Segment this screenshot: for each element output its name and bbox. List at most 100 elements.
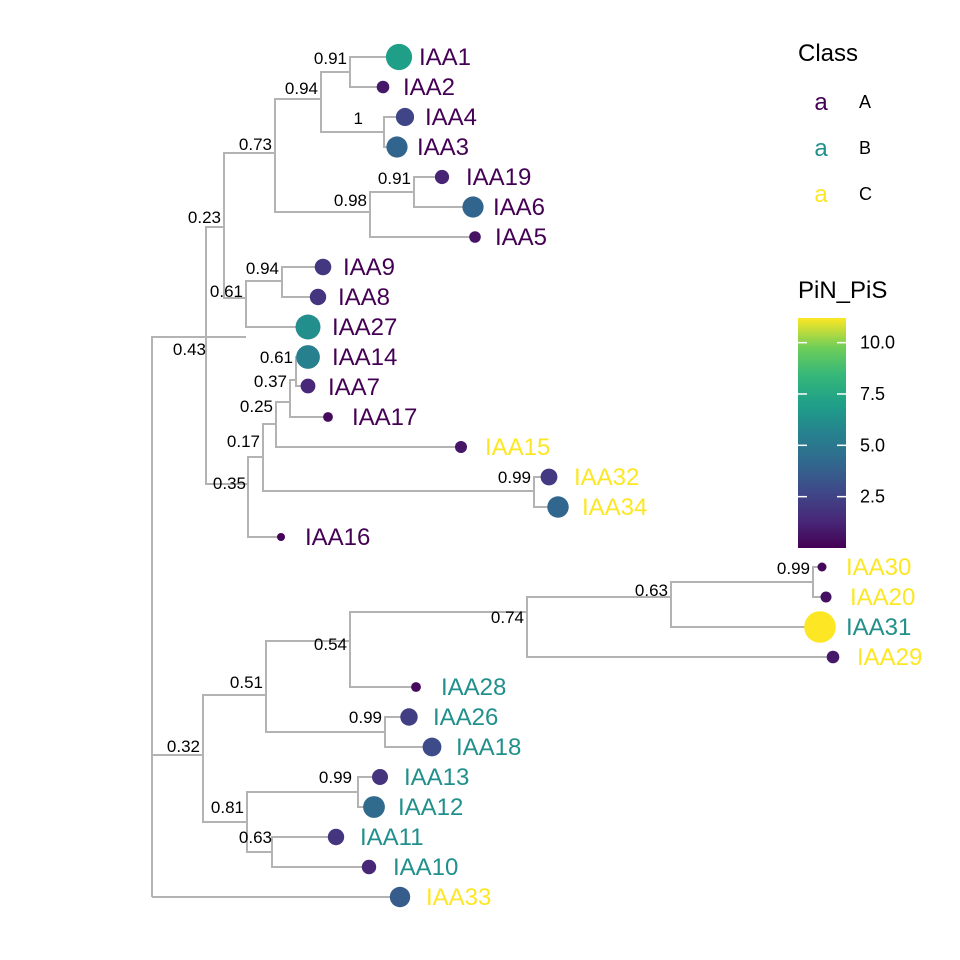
tip-point [386, 136, 408, 158]
colorbar-tick-label: 7.5 [860, 384, 885, 404]
tip-iaa19: IAA19 [434, 164, 531, 191]
tip-iaa13: IAA13 [372, 764, 469, 791]
tip-point [361, 859, 377, 875]
tip-point [469, 231, 481, 243]
support-value: 0.94 [246, 259, 279, 278]
tip-iaa8: IAA8 [309, 284, 390, 311]
tip-label: IAA17 [352, 404, 417, 431]
tip-iaa5: IAA5 [469, 224, 547, 251]
tree-branch [205, 226, 248, 485]
tip-label: IAA20 [850, 584, 915, 611]
colorbar-tick-label: 2.5 [860, 487, 885, 507]
tip-point [323, 412, 333, 422]
class-legend-label: C [859, 184, 872, 204]
tip-iaa2: IAA2 [376, 74, 455, 101]
tip-iaa15: IAA15 [455, 434, 550, 461]
class-legend: Class a A a B a C [798, 40, 872, 208]
tip-iaa26: IAA26 [400, 704, 498, 731]
support-value: 0.99 [498, 468, 531, 487]
tree-branch [670, 581, 820, 628]
support-values: 0.91 0.94 1 0.73 0.91 0.98 0.23 0.94 0.6… [167, 49, 810, 847]
tip-point [309, 288, 327, 306]
tip-label: IAA11 [360, 824, 424, 851]
support-value: 0.94 [285, 79, 318, 98]
tip-point [295, 314, 321, 340]
colorbar [798, 318, 846, 548]
tip-label: IAA29 [857, 644, 922, 671]
support-value: 0.35 [213, 474, 246, 493]
tip-label: IAA2 [403, 74, 455, 101]
tree-branch [320, 71, 384, 133]
tip-iaa32: IAA32 [540, 464, 639, 491]
tip-point [400, 708, 418, 726]
support-value: 0.43 [173, 340, 206, 359]
class-legend-label: B [859, 138, 871, 158]
support-value: 0.23 [188, 208, 221, 227]
support-value: 0.63 [635, 581, 668, 600]
tip-iaa16: IAA16 [277, 524, 370, 551]
tip-point [363, 796, 385, 818]
tree-branch [526, 596, 833, 658]
tip-label: IAA28 [441, 674, 506, 701]
tree-branch [274, 98, 370, 213]
colorbar-ticks: 2.5 5.0 7.5 10.0 [798, 333, 895, 507]
tip-point [376, 80, 390, 94]
support-value: 0.99 [319, 768, 352, 787]
tip-iaa20: IAA20 [820, 584, 915, 611]
tip-point [327, 828, 345, 846]
tip-iaa14: IAA14 [296, 344, 397, 371]
support-value: 0.37 [254, 372, 287, 391]
support-value: 0.91 [314, 49, 347, 68]
tree-branch [223, 152, 275, 299]
class-legend-key: a [814, 89, 828, 116]
tip-iaa4: IAA4 [395, 104, 477, 131]
tip-point [462, 196, 484, 218]
tree-branch [275, 401, 461, 448]
support-value: 0.51 [230, 673, 263, 692]
pin-pis-legend: PiN_PiS 2.5 5.0 7.5 10.0 [798, 277, 895, 548]
tree-branch [262, 423, 534, 492]
tip-point [389, 886, 411, 908]
support-value: 0.63 [239, 828, 272, 847]
support-value: 0.74 [491, 608, 524, 627]
tip-iaa9: IAA9 [314, 254, 395, 281]
support-value: 0.25 [240, 397, 273, 416]
tip-label: IAA15 [485, 434, 550, 461]
tip-iaa27: IAA27 [295, 314, 397, 341]
class-legend-item-b: a B [814, 135, 871, 162]
tip-label: IAA6 [493, 194, 545, 221]
tip-label: IAA13 [404, 764, 469, 791]
tip-point [547, 496, 569, 518]
support-value: 0.99 [777, 559, 810, 578]
tip-label: IAA3 [417, 134, 469, 161]
tip-point [277, 533, 285, 541]
tip-label: IAA30 [846, 554, 911, 581]
tree-branch [245, 280, 308, 328]
tip-point [411, 682, 421, 692]
tip-iaa10: IAA10 [361, 854, 458, 881]
class-legend-title: Class [798, 40, 858, 67]
tip-label: IAA16 [305, 524, 370, 551]
tree-branch [271, 836, 369, 868]
tip-iaa11: IAA11 [327, 824, 424, 851]
tip-label: IAA18 [456, 734, 521, 761]
tip-point [314, 258, 332, 276]
class-legend-item-a: a A [814, 89, 871, 116]
support-value: 1 [354, 109, 363, 128]
tip-point [300, 378, 316, 394]
tree-branch [349, 56, 399, 88]
class-legend-key: a [814, 135, 828, 162]
tip-iaa17: IAA17 [323, 404, 417, 431]
tree-branch [289, 379, 328, 418]
class-legend-item-c: a C [814, 181, 872, 208]
tip-iaa34: IAA34 [547, 494, 647, 521]
tip-label: IAA12 [398, 794, 463, 821]
support-value: 0.99 [349, 708, 382, 727]
support-value: 0.54 [314, 635, 347, 654]
tip-point [372, 769, 388, 785]
tip-label: IAA14 [332, 344, 397, 371]
tip-point [820, 591, 832, 603]
tip-iaa33: IAA33 [389, 884, 491, 911]
tip-label: IAA1 [419, 44, 471, 71]
